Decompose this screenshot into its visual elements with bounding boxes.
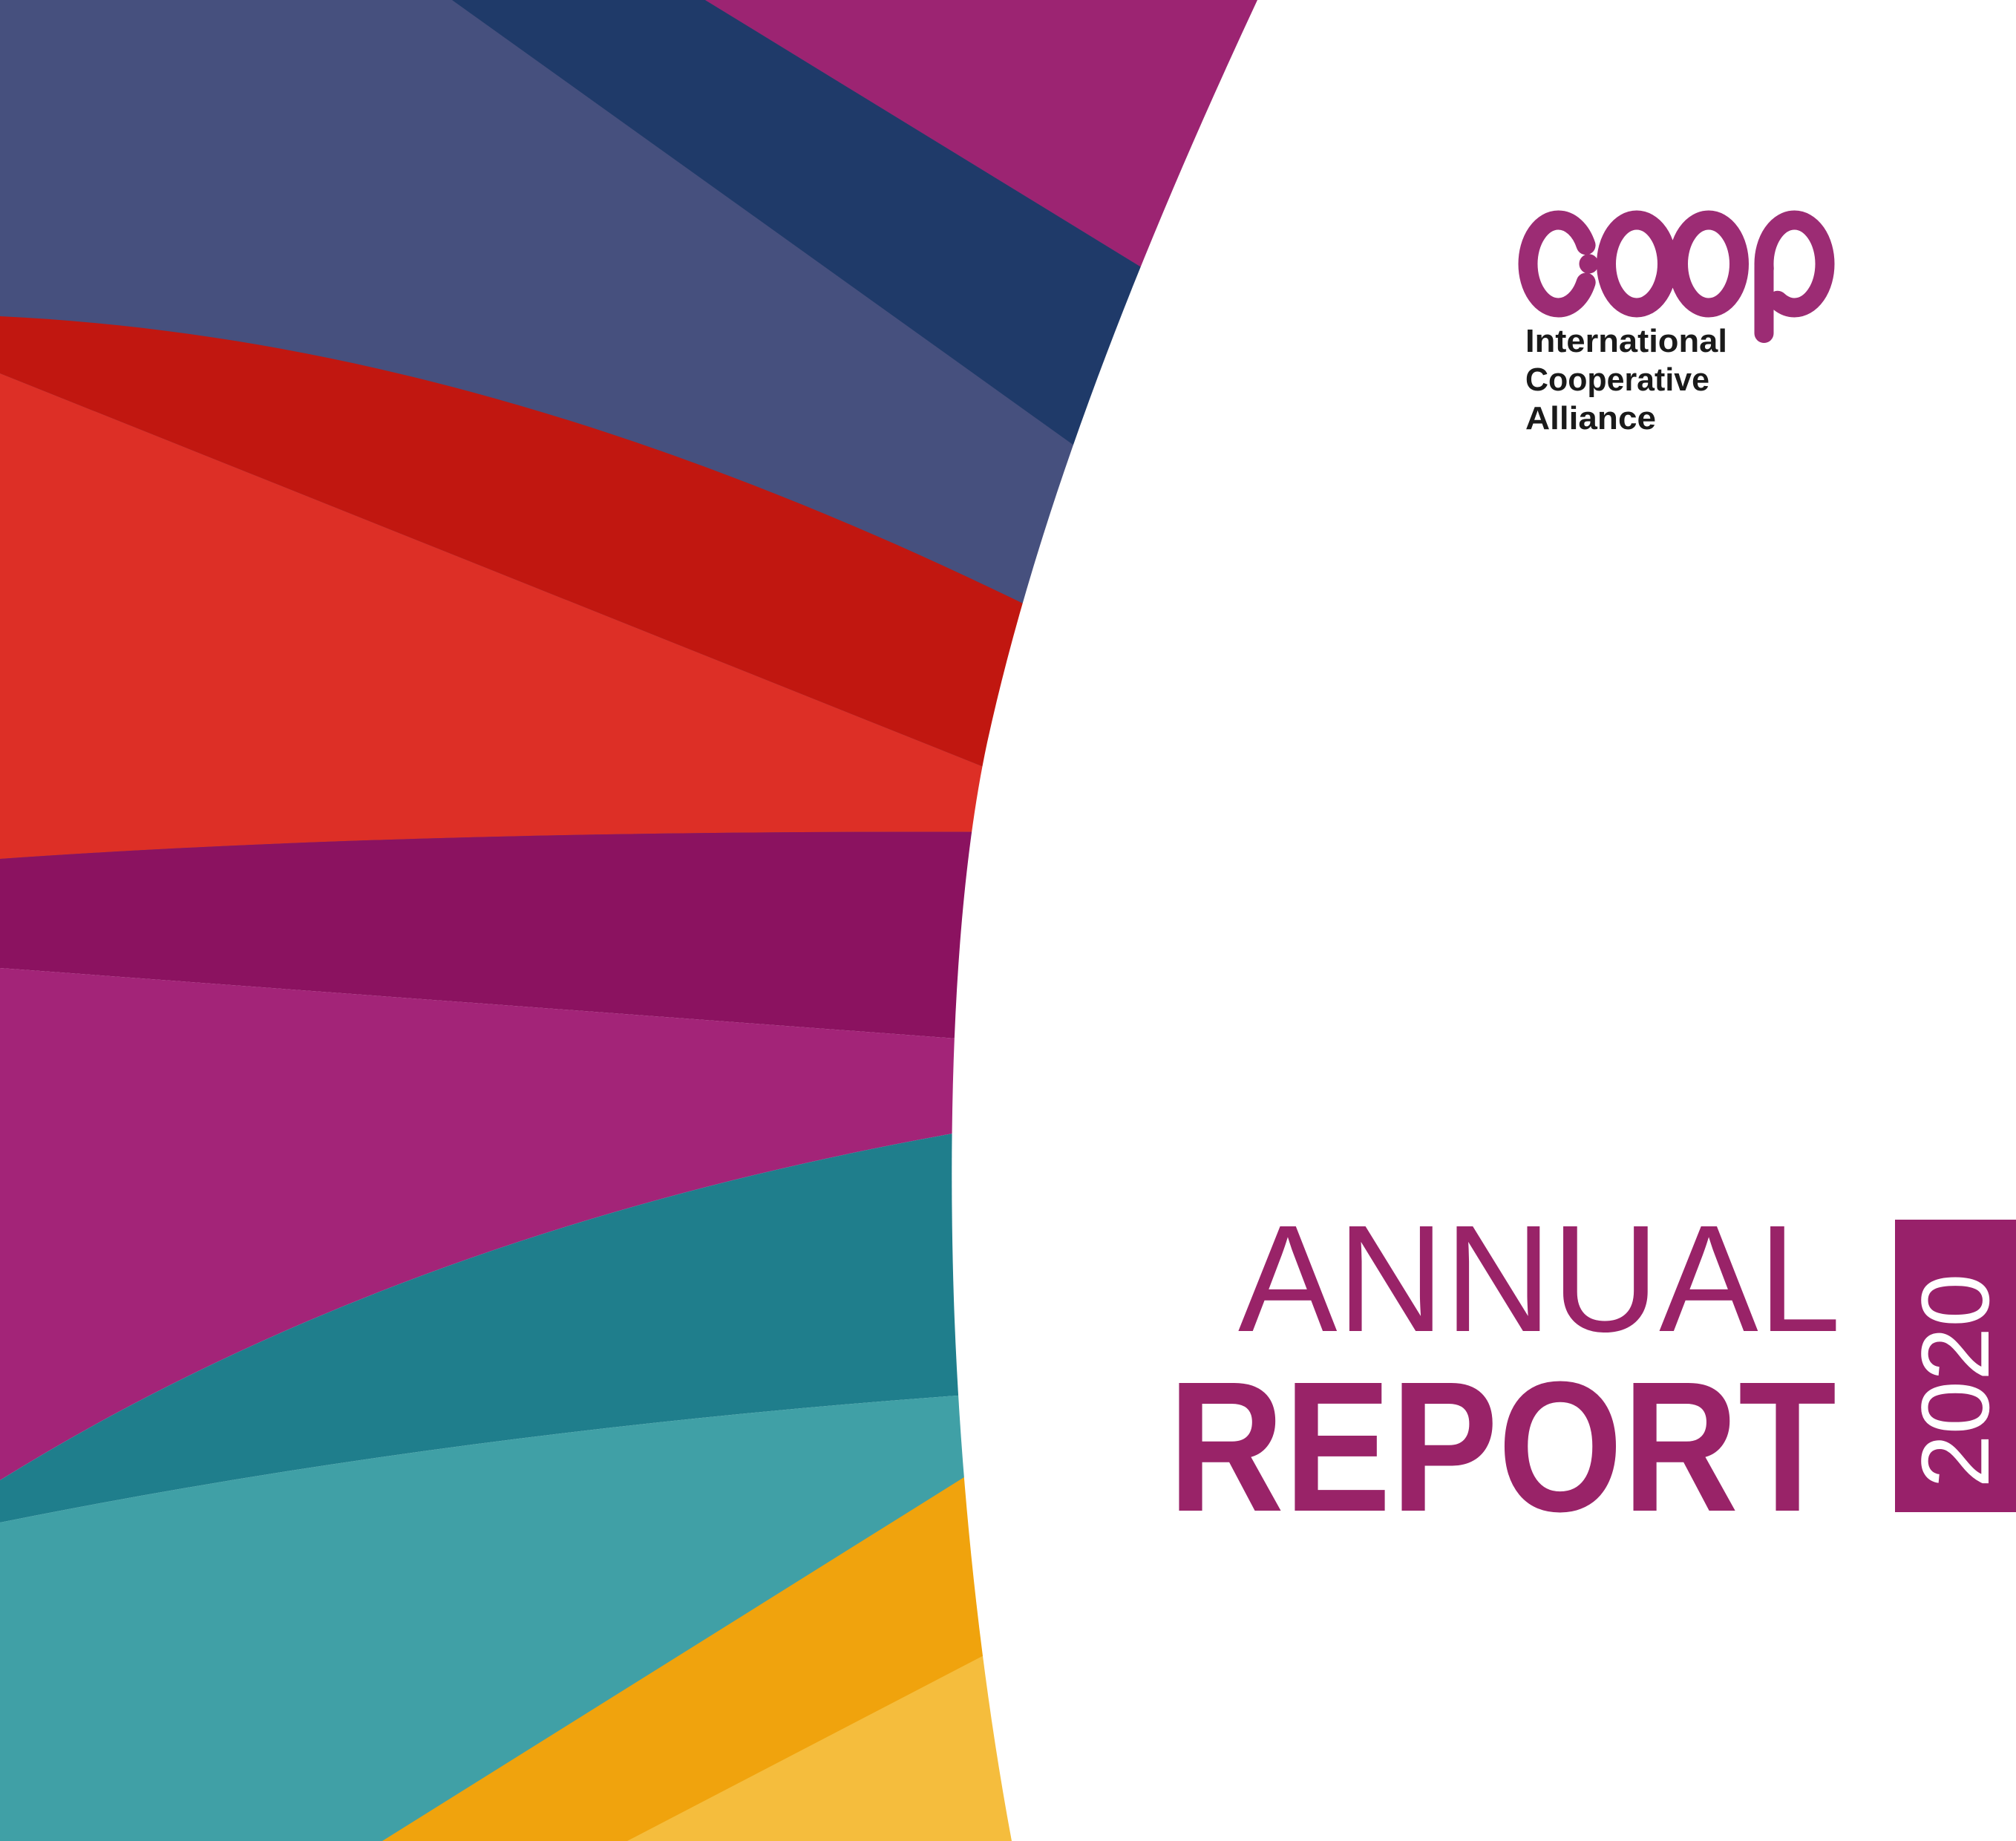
coop-letter-o2 [1669,210,1749,318]
year-label: 2020 [1901,1273,2009,1488]
org-name: International Cooperative Alliance [1525,323,1727,436]
coop-logo: International Cooperative Alliance [1518,210,1835,436]
org-line-2: Cooperative [1525,362,1709,398]
stripe-red [0,373,1299,893]
year-tab-box [1895,1220,2016,1512]
org-line-1: International [1525,323,1727,359]
coop-interlock-arc [1597,210,1677,318]
title-line-report: REPORT [1168,1343,1836,1550]
title-block: ANNUAL REPORT [1168,1194,1841,1550]
title-line-annual: ANNUAL [1238,1194,1841,1364]
stripe-dark-red [0,316,1299,893]
year-tab: 2020 [1895,1220,2016,1512]
org-line-3: Alliance [1525,400,1656,436]
coop-wordmark-icon [1518,210,1835,343]
white-curve-field [952,0,2016,1841]
coop-letter-c [1518,210,1599,318]
